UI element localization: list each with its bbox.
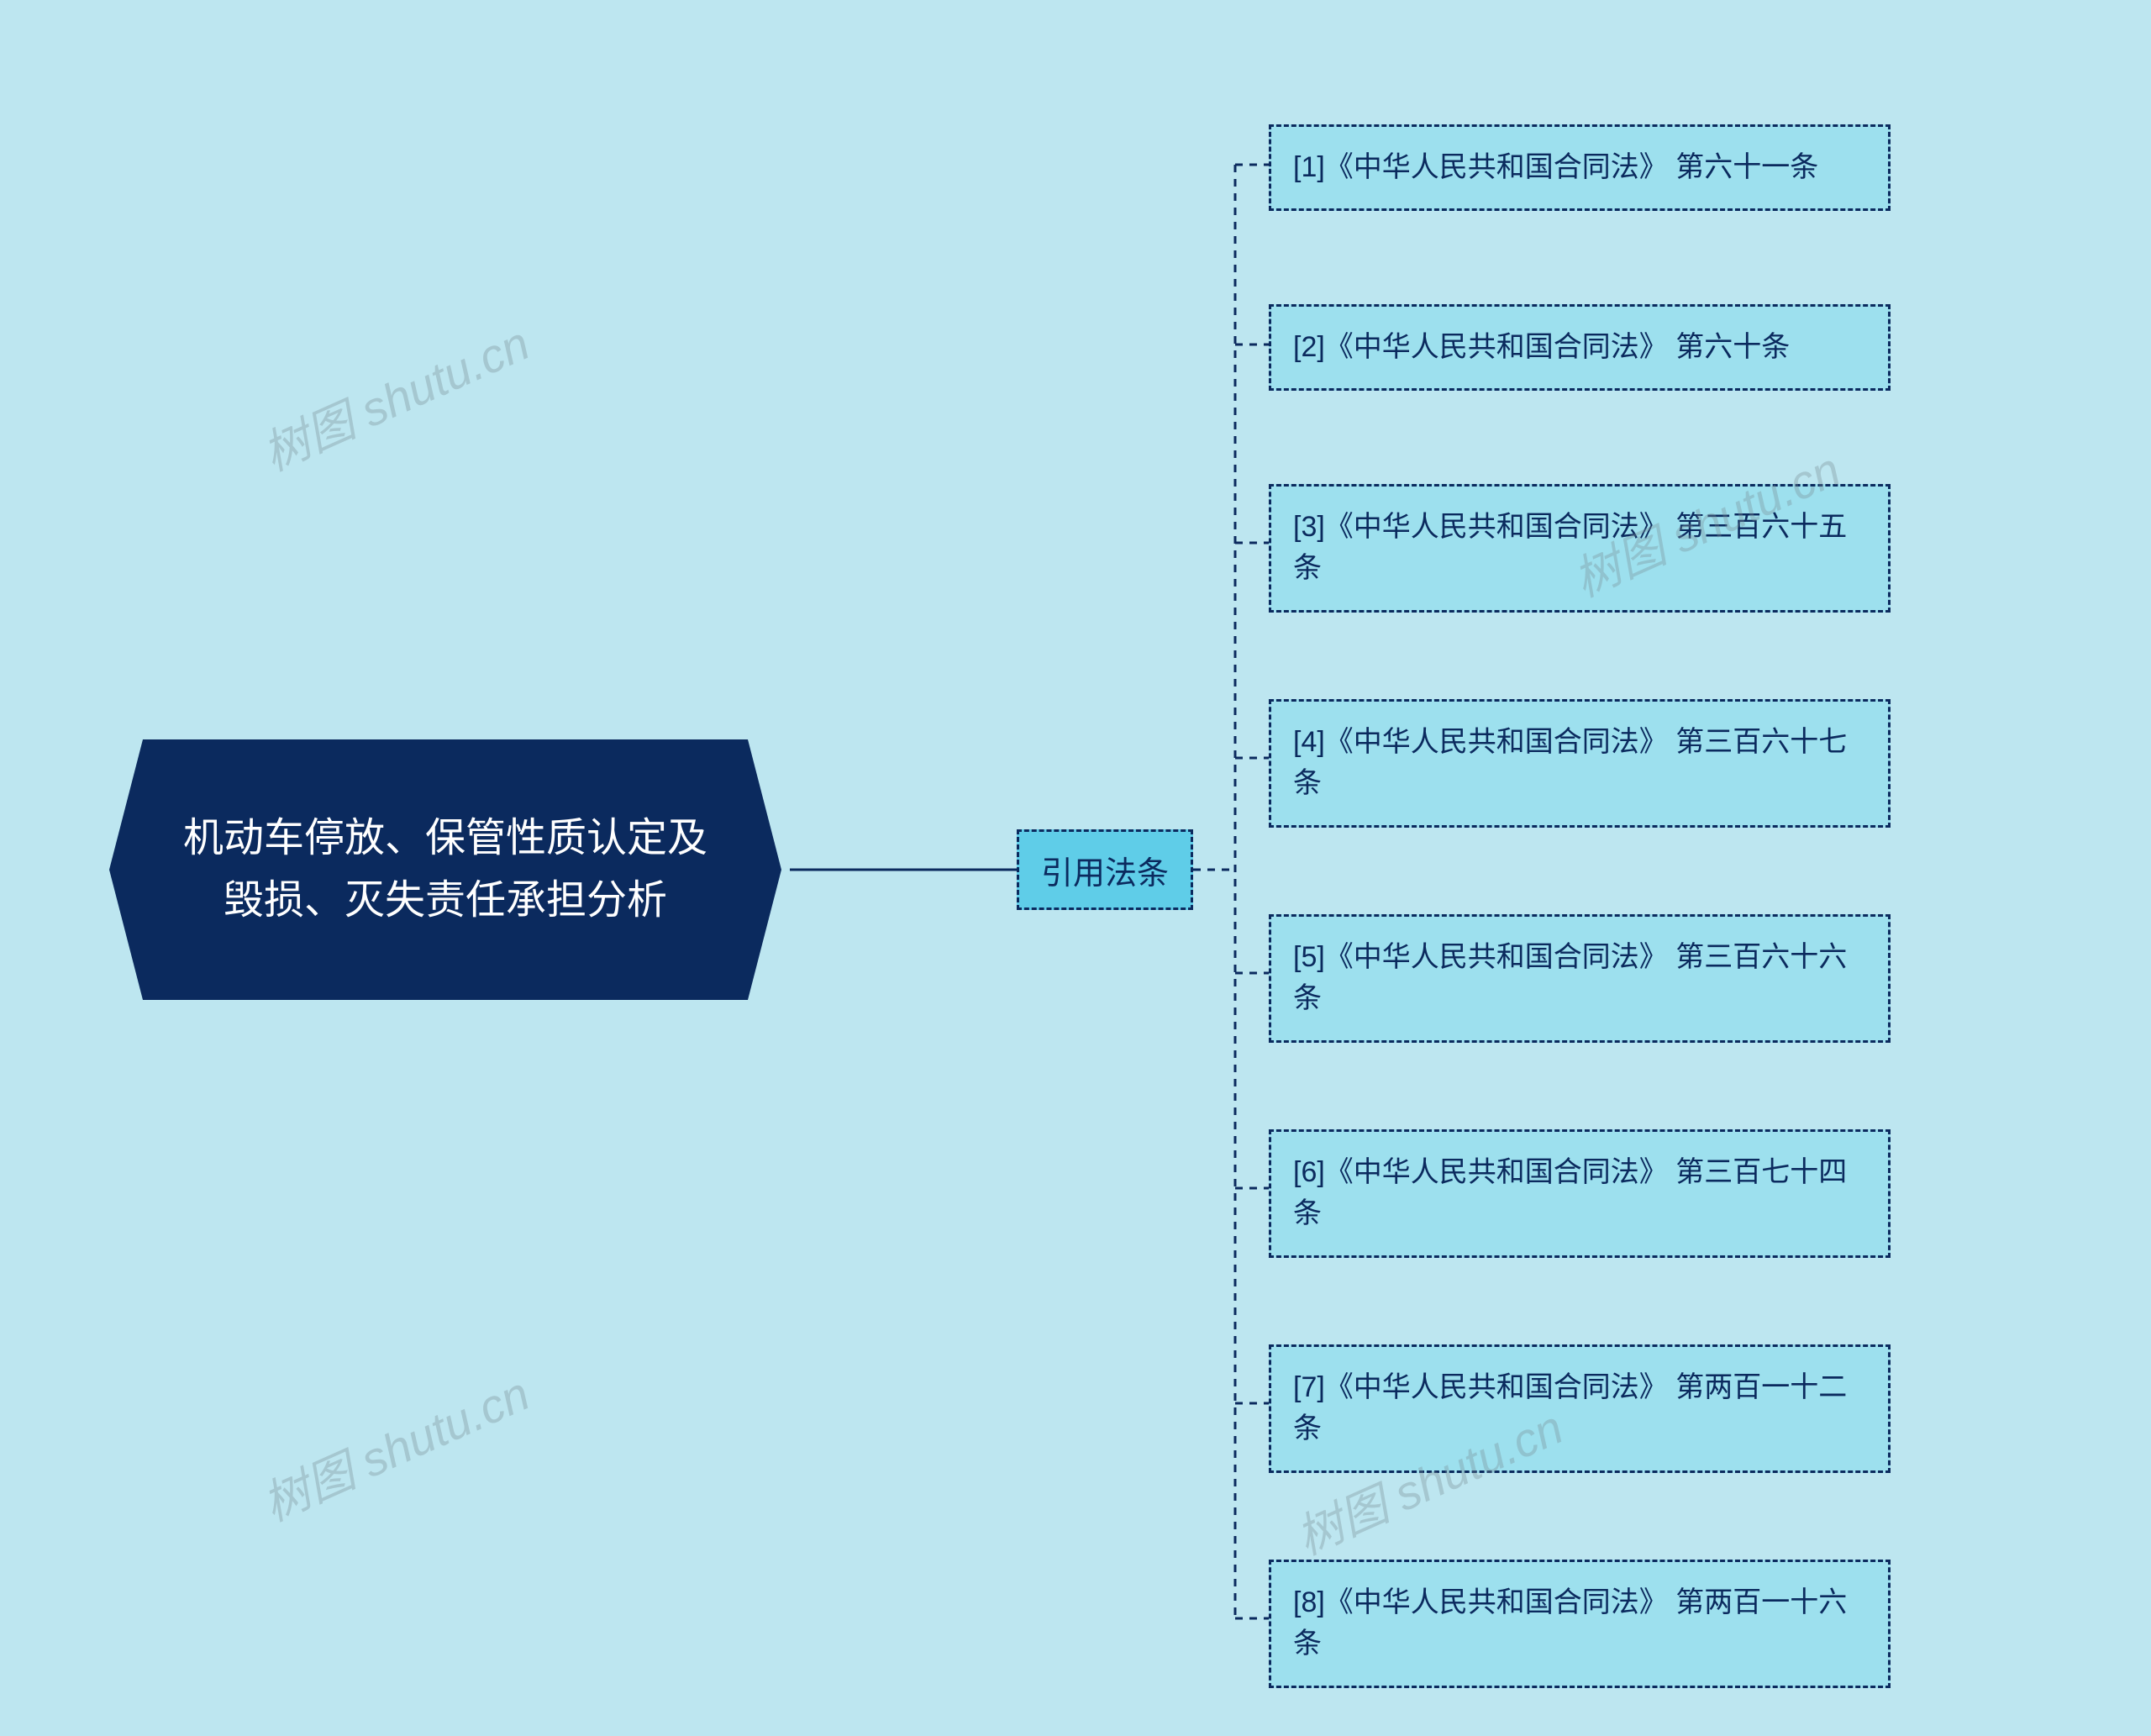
leaf-text: [1]《中华人民共和国合同法》 第六十一条 (1293, 147, 1818, 188)
leaf-text: [6]《中华人民共和国合同法》 第三百七十四条 (1293, 1152, 1866, 1235)
leaf-text: [2]《中华人民共和国合同法》 第六十条 (1293, 327, 1790, 368)
leaf-node: [5]《中华人民共和国合同法》 第三百六十六条 (1269, 914, 1891, 1043)
leaf-text: [7]《中华人民共和国合同法》 第两百一十二条 (1293, 1367, 1866, 1450)
root-node: 机动车停放、保管性质认定及毁损、灭失责任承担分析 (143, 739, 748, 1000)
watermark: 树图 shutu.cn (250, 1357, 539, 1535)
mid-text: 引用法条 (1041, 847, 1169, 893)
leaf-text: [5]《中华人民共和国合同法》 第三百六十六条 (1293, 937, 1866, 1020)
leaf-node: [6]《中华人民共和国合同法》 第三百七十四条 (1269, 1129, 1891, 1258)
leaf-node: [7]《中华人民共和国合同法》 第两百一十二条 (1269, 1344, 1891, 1473)
leaf-node: [2]《中华人民共和国合同法》 第六十条 (1269, 304, 1891, 391)
mid-node: 引用法条 (1017, 829, 1193, 910)
leaf-node: [3]《中华人民共和国合同法》 第三百六十五条 (1269, 484, 1891, 613)
leaf-text: [4]《中华人民共和国合同法》 第三百六十七条 (1293, 722, 1866, 805)
root-text: 机动车停放、保管性质认定及毁损、灭失责任承担分析 (173, 808, 718, 933)
leaf-text: [8]《中华人民共和国合同法》 第两百一十六条 (1293, 1582, 1866, 1665)
leaf-text: [3]《中华人民共和国合同法》 第三百六十五条 (1293, 507, 1866, 590)
leaf-node: [4]《中华人民共和国合同法》 第三百六十七条 (1269, 699, 1891, 828)
leaf-node: [8]《中华人民共和国合同法》 第两百一十六条 (1269, 1560, 1891, 1688)
mindmap-canvas: 机动车停放、保管性质认定及毁损、灭失责任承担分析 引用法条 [1]《中华人民共和… (0, 0, 2151, 1736)
watermark: 树图 shutu.cn (250, 307, 539, 485)
leaf-node: [1]《中华人民共和国合同法》 第六十一条 (1269, 124, 1891, 211)
